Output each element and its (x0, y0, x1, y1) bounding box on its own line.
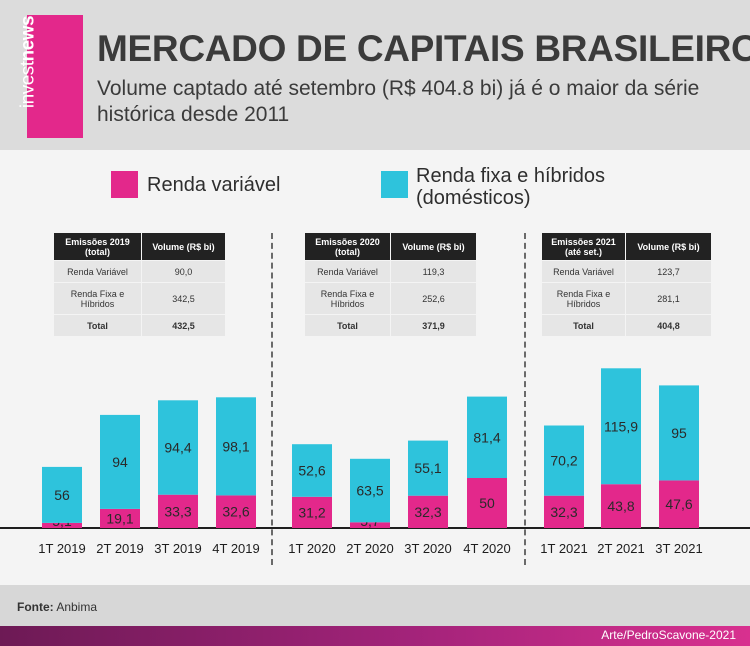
bar-segment-renda-variavel (292, 496, 332, 528)
data-label: 56 (54, 487, 70, 503)
bar-segment-renda-variavel (659, 480, 699, 528)
table-cell-value: 252,6 (390, 282, 477, 315)
data-label: 70,2 (550, 453, 577, 469)
separator-2020-2021 (524, 233, 526, 565)
table-cell-value: 119,3 (390, 260, 477, 283)
table-cell-value: 371,9 (390, 314, 477, 337)
legend-label-renda-fixa: Renda fixa e híbridos (domésticos) (416, 165, 606, 209)
table-cell-value: 342,5 (141, 282, 226, 315)
x-tick-label: 2T 2021 (597, 541, 644, 556)
data-label: 63,5 (356, 483, 383, 499)
investnews-logo (27, 15, 83, 138)
bar-segment-renda-fixa (42, 466, 82, 523)
page-subtitle: Volume captado até setembro (R$ 404.8 bi… (97, 77, 700, 126)
data-label: 94 (112, 454, 128, 470)
table-header-emissoes: Emissões 2020 (total) (304, 232, 391, 261)
data-label: 50 (479, 495, 495, 511)
bar-segment-renda-fixa (216, 397, 256, 496)
bar-segment-renda-fixa (467, 396, 507, 478)
x-tick-label: 2T 2019 (96, 541, 143, 556)
data-label: 81,4 (473, 429, 500, 445)
legend-swatch-renda-variavel (111, 171, 138, 198)
table-2019: Emissões 2019 (total) Volume (R$ bi) Rend… (53, 232, 226, 337)
bar-segment-renda-fixa (350, 458, 390, 523)
table-cell-label: Total (541, 314, 626, 337)
table-cell-value: 90,0 (141, 260, 226, 283)
table-cell-value: 404,8 (625, 314, 712, 337)
bar-segment-renda-variavel (350, 522, 390, 528)
legend-label-renda-variavel: Renda variável (147, 174, 281, 196)
bar-segment-renda-fixa (601, 368, 641, 485)
data-label: 47,6 (665, 496, 692, 512)
data-label: 32,6 (222, 504, 249, 520)
data-label: 94,4 (164, 440, 191, 456)
bar-segment-renda-variavel (100, 508, 140, 528)
table-header-emissoes: Emissões 2021 (até set.) (541, 232, 626, 261)
data-label: 98,1 (222, 438, 249, 454)
bar-segment-renda-variavel (544, 495, 584, 528)
separator-2019-2020 (271, 233, 273, 565)
data-label: 95 (671, 425, 687, 441)
data-label: 52,6 (298, 463, 325, 479)
table-header-emissoes: Emissões 2019 (total) (53, 232, 142, 261)
bar-segment-renda-variavel (216, 495, 256, 528)
bar-segment-renda-fixa (659, 385, 699, 481)
table-cell-label: Renda Variável (304, 260, 391, 283)
x-tick-label: 4T 2020 (463, 541, 510, 556)
legend-swatch-renda-fixa (381, 171, 408, 198)
bar-segment-renda-fixa (292, 444, 332, 497)
bar-segment-renda-variavel (467, 478, 507, 528)
x-tick-label: 3T 2021 (655, 541, 702, 556)
x-tick-label: 1T 2021 (540, 541, 587, 556)
source-label: Fonte: (17, 600, 54, 614)
x-tick-label: 1T 2020 (288, 541, 335, 556)
table-cell-label: Renda Fixa e Híbridos (541, 282, 626, 315)
table-cell-label: Renda Fixa e Híbridos (304, 282, 391, 315)
bar-segment-renda-fixa (408, 440, 448, 496)
bar-segment-renda-variavel (408, 495, 448, 528)
data-label: 55,1 (414, 460, 441, 476)
table-cell-label: Total (304, 314, 391, 337)
credit: Arte/PedroScavone-2021 (601, 628, 736, 642)
data-label: 19,1 (106, 510, 133, 526)
table-header-volume: Volume (R$ bi) (390, 232, 477, 261)
data-label: 32,3 (550, 504, 577, 520)
bar-segment-renda-variavel (158, 494, 198, 528)
table-cell-value: 281,1 (625, 282, 712, 315)
data-label: 33,3 (164, 503, 191, 519)
bar-segment-renda-variavel (42, 522, 82, 528)
data-label: 43,8 (607, 498, 634, 514)
table-2021: Emissões 2021 (até set.) Volume (R$ bi) R… (541, 232, 712, 337)
table-header-volume: Volume (R$ bi) (625, 232, 712, 261)
bar-segment-renda-fixa (544, 425, 584, 496)
x-tick-label: 2T 2020 (346, 541, 393, 556)
bar-segment-renda-fixa (100, 414, 140, 509)
x-tick-label: 4T 2019 (212, 541, 259, 556)
source-value: Anbima (56, 600, 98, 614)
footer-bar: Arte/PedroScavone-2021 (0, 626, 750, 646)
x-tick-label: 3T 2020 (404, 541, 451, 556)
table-cell-label: Total (53, 314, 142, 337)
bar-segment-renda-variavel (601, 484, 641, 528)
data-label: 32,3 (414, 504, 441, 520)
table-2020: Emissões 2020 (total) Volume (R$ bi) Rend… (304, 232, 477, 337)
x-tick-label: 3T 2019 (154, 541, 201, 556)
bar-segment-renda-fixa (158, 400, 198, 495)
page-title: MERCADO DE CAPITAIS BRASILEIRO (97, 28, 750, 69)
header: investnews MERCADO DE CAPITAIS BRASILEIR… (0, 0, 750, 150)
source-note: Fonte: Anbima (17, 600, 97, 614)
x-tick-label: 1T 2019 (38, 541, 85, 556)
data-label: 115,9 (604, 418, 638, 434)
table-cell-value: 432,5 (141, 314, 226, 337)
data-label: 31,2 (298, 504, 325, 520)
table-cell-label: Renda Fixa e Híbridos (53, 282, 142, 315)
